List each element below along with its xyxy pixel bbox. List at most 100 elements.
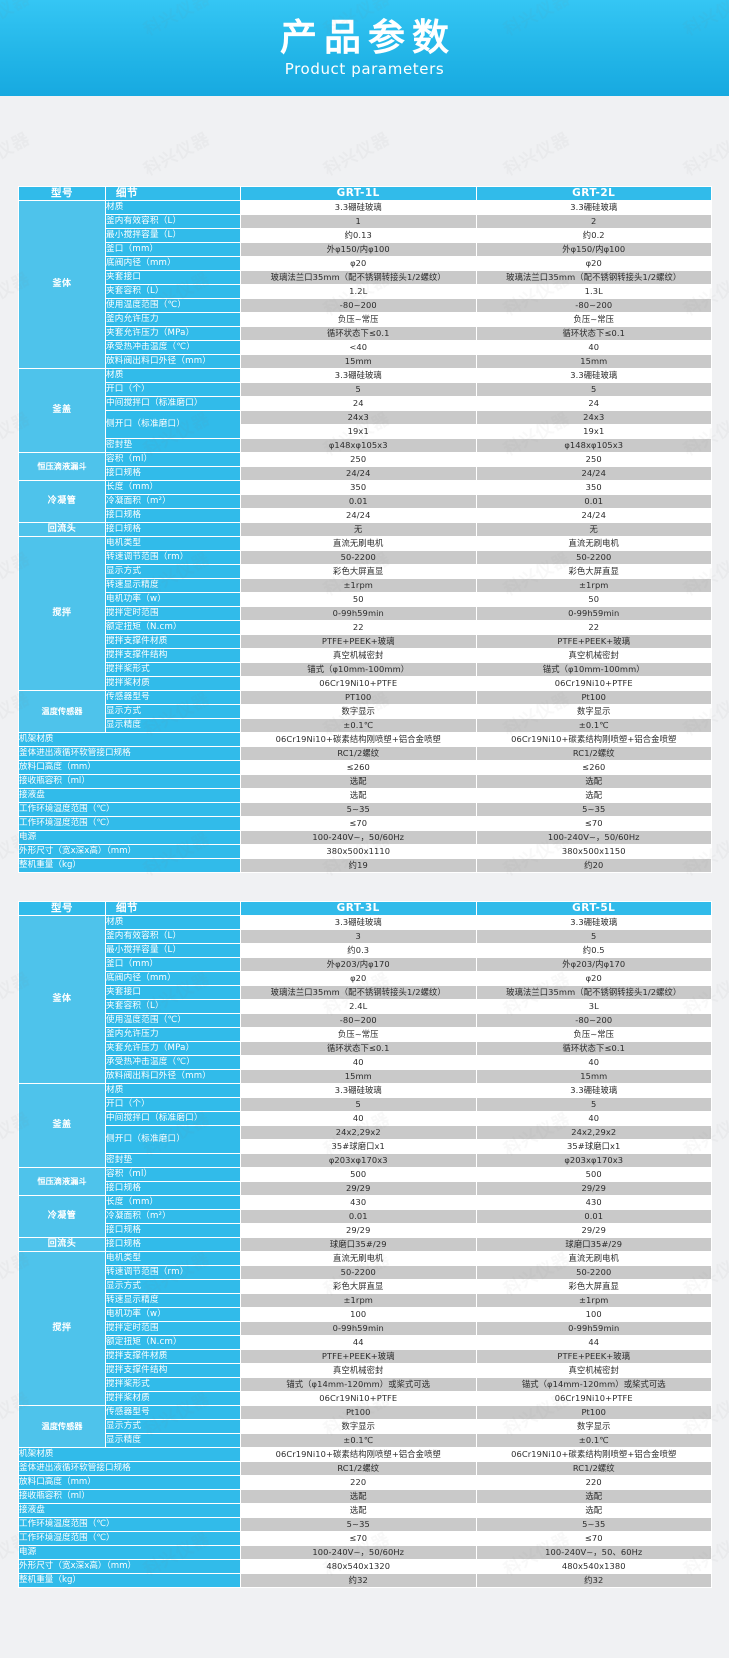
page-footer-gap [0,1588,729,1658]
table-header-row: 型号 细节 GRT-3L GRT-5L [18,901,712,916]
detail-label: 搅拌支撑件结构 [105,648,241,663]
value-cell: 24/24 [475,508,712,523]
value-cell: 24 [475,396,712,411]
table-row: 显示方式 彩色大屏直显 彩色大屏直显 [19,564,712,579]
banner-gap [0,96,729,186]
value-cell: 约19 [240,858,477,873]
value-cell: 22 [475,620,712,635]
column-header: GRT-3L [240,901,477,916]
value-cell: 06Cr19Ni10+碳素结构刚喷塑+铝合金喷塑 [475,732,712,747]
table-row: 机架材质 06Cr19Ni10+碳素结构刚喷塑+铝合金喷塑 06Cr19Ni10+碳… [18,732,712,747]
value-cell: 玻璃法兰口35mm（配不锈钢转接头1/2螺纹） [240,985,477,1000]
column-header: GRT-1L [240,186,477,201]
value-cell: PTFE+PEEK+玻璃 [240,1349,477,1364]
value-cell: 24/24 [240,508,477,523]
table-row: 侧开口（标准磨口） 24x2,29x2 24x2,29x2 [19,1125,712,1154]
value-cell: 40 [475,340,712,355]
value-cell: 约32 [475,1573,712,1588]
value-cell: 循环状态下≤0.1 [240,1041,477,1056]
value-cell: 选配 [475,774,712,789]
value-cell: 3.3硼硅玻璃 [475,368,712,383]
value-cell: 480x540x1380 [475,1559,712,1574]
table-row: 显示方式 彩色大屏直显 彩色大屏直显 [19,1279,712,1294]
value-cell: 06Cr19Ni10+PTFE [240,1391,477,1406]
value-cell: 24/24 [475,466,712,481]
column-header: 细节 [105,901,241,916]
detail-label: 放料阀出料口外径（mm） [105,354,241,369]
table-row: 承受热冲击温度（℃） <40 40 [19,340,712,355]
value-cell: RC1/2螺纹 [240,1461,477,1476]
table-row: 恒压滴液漏斗 容积（ml） 250 250 [18,452,712,481]
table-gap [0,873,729,901]
value-cell: 约0.3 [240,943,477,958]
detail-label: 夹套容积（L） [105,999,241,1014]
value-cell: φ20 [240,256,477,271]
table-row: 电源 100-240V~，50/60Hz 100-240V~，50/60Hz [18,830,712,845]
table-row: 搅拌定时范围 0-99h59min 0-99h59min [19,606,712,621]
table-row: 中间搅拌口（标准磨口） 24 24 [19,396,712,411]
table-row: 冷凝管 长度（mm） 350 350 [18,480,712,523]
value-cell: 15mm [240,1069,477,1084]
group-label: 冷凝管 [18,1195,106,1238]
value-cell: 3 [240,929,477,944]
value-cell: 约32 [240,1573,477,1588]
detail-label: 传感器型号 [105,1405,241,1420]
value-cell: 500 [475,1167,712,1182]
value-cell: 球磨口35#/29 [240,1237,477,1252]
value-cell: ±0.1℃ [240,1433,477,1448]
detail-label: 容积（ml） [105,452,241,467]
value-cell: 15mm [475,354,712,369]
table-row: 冷凝面积（m²） 0.01 0.01 [19,494,712,509]
value-cell: 约0.5 [475,943,712,958]
value-cell: 500 [240,1167,477,1182]
detail-label: 电机类型 [105,536,241,551]
detail-label: 侧开口（标准磨口） [105,410,241,439]
table-row: 接口规格 24/24 24/24 [19,508,712,523]
value-cell: ±0.1℃ [475,1433,712,1448]
value-cell: 数字显示 [240,704,477,719]
group-label: 回流头 [18,1237,106,1252]
detail-label: 显示精度 [105,1433,241,1448]
value-cell: 06Cr19Ni10+PTFE [475,1391,712,1406]
value-cell: 24x2,29x2 [240,1125,477,1140]
group-label: 搅拌 [18,536,106,691]
detail-label: 最小搅拌容量（L） [105,943,241,958]
table-row: 搅拌桨形式 锚式（φ10mm-100mm） 锚式（φ10mm-100mm） [19,662,712,677]
value-cell: 220 [240,1475,477,1490]
value-cell: ±0.1℃ [475,718,712,733]
value-cell: 350 [475,480,712,495]
detail-label: 搅拌桨材质 [105,1391,241,1406]
column-header: 细节 [105,186,241,201]
value-cell: φ203xφ170x3 [475,1153,712,1168]
value-cell: 3.3硼硅玻璃 [475,915,712,930]
table-row: 显示方式 数字显示 数字显示 [19,704,712,719]
value-cell: 0.01 [475,1209,712,1224]
value-cell: ≤70 [240,1531,477,1546]
detail-label: 釜口（mm） [105,242,241,257]
table-row: 工作环境温度范围（℃） 5~35 5~35 [18,1517,712,1532]
value-cell: 0.01 [475,494,712,509]
value-cell: 29/29 [240,1181,477,1196]
value-cell: PTFE+PEEK+玻璃 [475,634,712,649]
value-cell: 29/29 [475,1223,712,1238]
table-row: 外形尺寸（宽x深x高）（mm） 380x500x1110 380x500x1150 [18,844,712,859]
spec-table-1-container: 型号 细节 GRT-1L GRT-2L 釜体 材质 3.3硼硅玻璃 3.3硼硅玻璃 釜内有效容积… [0,186,729,873]
value-cell: RC1/2螺纹 [240,746,477,761]
value-cell: φ20 [240,971,477,986]
table-row: 密封垫 φ148xφ105x3 φ148xφ105x3 [19,438,712,453]
table-row: 接液盘 选配 选配 [18,1503,712,1518]
value-cell: 380x500x1110 [240,844,477,859]
detail-label: 容积（ml） [105,1167,241,1182]
table-row: 搅拌支撑件材质 PTFE+PEEK+玻璃 PTFE+PEEK+玻璃 [19,634,712,649]
value-cell: 外φ150/内φ100 [475,242,712,257]
table-row: 釜体 材质 3.3硼硅玻璃 3.3硼硅玻璃 [18,200,712,369]
table-row: 搅拌 电机类型 直流无刷电机 直流无刷电机 [18,536,712,691]
group-label: 搅拌 [18,1251,106,1406]
row-label: 整机重量（kg） [18,1573,241,1588]
value-cell: 外φ203/内φ170 [475,957,712,972]
value-cell: 24x3 [475,410,712,425]
table-row: 使用温度范围（℃） -80~200 -80~200 [19,1013,712,1028]
value-cell: 数字显示 [475,1419,712,1434]
value-cell: 3.3硼硅玻璃 [475,200,712,215]
row-label: 外形尺寸（宽x深x高）（mm） [18,1559,241,1574]
